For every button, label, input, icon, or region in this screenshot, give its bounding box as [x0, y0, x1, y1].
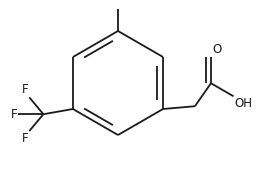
Text: O: O: [212, 43, 221, 56]
Text: F: F: [22, 132, 28, 145]
Text: OH: OH: [234, 97, 252, 110]
Text: F: F: [22, 83, 28, 96]
Text: F: F: [11, 108, 17, 121]
